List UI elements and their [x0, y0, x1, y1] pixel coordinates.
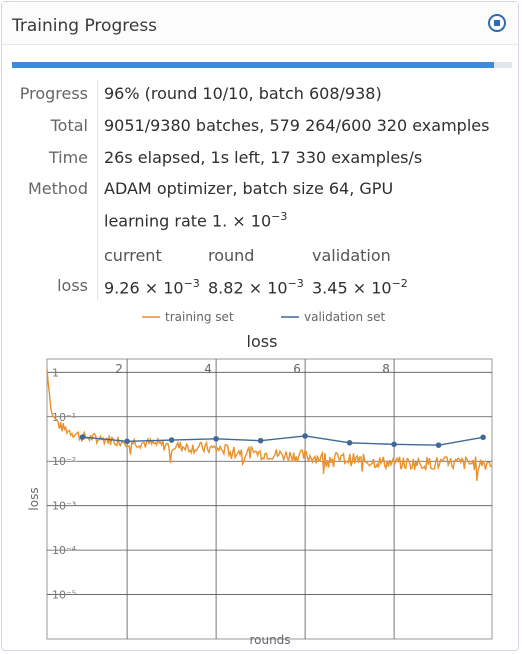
total-value: 9051/9380 batches, 579 264/600 320 examp…: [104, 116, 490, 135]
loss-current-value: 9.26 × 10−3: [104, 277, 200, 297]
y-tick-label: 1: [52, 366, 59, 379]
loss-current-mantissa: 9.26 × 10: [104, 278, 184, 298]
loss-col-round: round: [208, 246, 255, 265]
y-tick-label: 10⁻⁴: [52, 544, 77, 557]
loss-round-exponent: −3: [287, 277, 304, 290]
y-tick-label: 10⁻²: [52, 455, 76, 468]
stop-icon: [494, 20, 500, 26]
plot-frame: [46, 358, 493, 640]
loss-validation-exponent: −2: [391, 277, 408, 290]
panel-header: Training Progress: [2, 2, 518, 45]
legend-validation-label: validation set: [304, 310, 386, 324]
y-tick-label: 10⁻⁵: [52, 589, 76, 602]
validation-loss-line: [82, 435, 484, 446]
validation-loss-point: [391, 441, 397, 448]
loss-validation-mantissa: 3.45 × 10: [312, 278, 392, 298]
time-label: Time: [48, 148, 88, 167]
x-axis-label: rounds: [249, 633, 290, 647]
legend-training-label: training set: [165, 310, 234, 324]
validation-loss-point: [346, 439, 353, 446]
y-tick-label: 10⁻³: [52, 500, 76, 513]
validation-loss-point: [302, 433, 308, 439]
validation-loss-point: [168, 437, 175, 443]
method-label: Method: [27, 179, 88, 198]
total-label: Total: [50, 116, 88, 135]
x-tick-label: 6: [293, 362, 301, 376]
validation-loss-point: [480, 434, 486, 441]
panel-title: Training Progress: [12, 16, 158, 36]
time-value: 26s elapsed, 1s left, 17 330 examples/s: [104, 148, 423, 167]
learning-rate-value: learning rate 1. × 10−3: [104, 210, 287, 230]
loss-col-current: current: [104, 246, 162, 265]
loss-round-value: 8.82 × 10−3: [208, 277, 304, 297]
progress-value: 96% (round 10/10, batch 608/938): [104, 84, 382, 103]
progress-bar: [12, 62, 512, 68]
chart-legend: training set validation set: [142, 310, 386, 324]
chart-title: loss: [247, 332, 278, 351]
y-axis-label: loss: [27, 487, 41, 510]
progress-label: Progress: [19, 84, 88, 103]
learning-rate-exponent: −3: [271, 210, 288, 223]
progress-bar-fill: [12, 62, 494, 68]
x-tick-label: 4: [204, 362, 212, 376]
loss-validation-value: 3.45 × 10−2: [312, 277, 408, 297]
loss-chart: training set validation set loss 2 4 6 8 1 10…: [27, 310, 493, 647]
method-value: ADAM optimizer, batch size 64, GPU: [104, 179, 394, 198]
x-tick-label: 2: [115, 362, 123, 376]
learning-rate-mantissa: learning rate 1. × 10: [104, 211, 272, 231]
validation-loss-point: [257, 437, 264, 444]
loss-round-mantissa: 8.82 × 10: [208, 278, 288, 298]
x-tick-label: 8: [382, 362, 390, 376]
y-tick-label: 10⁻¹: [52, 411, 76, 424]
chart-ticks: 2 4 6 8 1 10⁻¹ 10⁻² 10⁻³ 10⁻⁴ 10⁻⁵: [52, 362, 390, 602]
validation-loss-point: [213, 435, 219, 442]
loss-col-validation: validation: [312, 246, 391, 265]
validation-loss-point: [124, 438, 130, 445]
loss-current-exponent: −3: [183, 277, 200, 290]
validation-loss-point: [79, 434, 86, 440]
loss-label: loss: [57, 276, 88, 295]
stop-button[interactable]: [488, 14, 506, 32]
chart-grid: [47, 359, 492, 639]
training-loss-line: [46, 368, 492, 481]
chart-series: [46, 368, 492, 481]
info-divider: [97, 80, 98, 300]
validation-loss-point: [435, 442, 442, 448]
